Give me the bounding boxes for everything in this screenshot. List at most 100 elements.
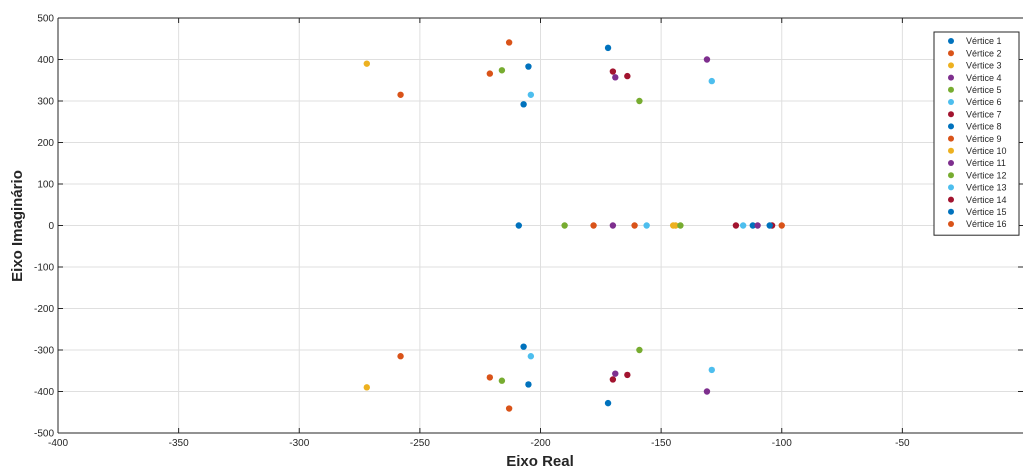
data-point-series-2 [505,405,513,412]
data-point-series-4 [703,388,711,395]
legend-marker [948,135,954,142]
data-point-series-6 [708,366,715,374]
data-point-series-7 [609,68,617,75]
data-point-series-14 [624,72,631,80]
data-point-series-6 [643,222,650,229]
data-point-series-7 [609,376,617,383]
data-point-series-4 [703,56,711,63]
data-point-series-14 [624,371,631,379]
y-tick-label: -200 [34,304,54,315]
data-point-series-13 [527,353,535,360]
data-point-series-7 [732,222,740,229]
legend-marker [948,99,954,105]
y-tick-label: 0 [48,221,54,232]
legend-label: Vértice 11 [966,158,1006,168]
legend-marker [948,50,954,57]
legend-marker [948,160,954,166]
x-tick-label: -250 [410,438,430,449]
legend-marker [948,74,954,81]
data-point-series-12 [677,222,684,229]
data-point-series-8 [749,222,756,229]
x-tick-label: -100 [772,438,792,449]
y-tick-label: -500 [34,429,54,440]
data-point-series-9 [397,353,404,360]
data-point-series-16 [486,70,494,77]
y-tick-label: 200 [37,138,54,149]
x-tick-label: -300 [289,438,309,449]
legend-marker [948,184,954,191]
y-tick-label: 400 [37,55,54,66]
data-point-series-4 [609,222,617,229]
y-tick-label: -400 [34,387,54,398]
data-point-series-15 [525,381,532,388]
legend-label: Vértice 2 [966,48,1002,58]
y-tick-label: -100 [34,263,54,274]
data-point-series-1 [604,44,612,52]
legend-label: Vértice 10 [966,146,1007,156]
x-tick-label: -50 [895,438,910,449]
legend-label: Vértice 14 [966,195,1007,205]
legend-marker [948,86,954,93]
legend-label: Vértice 6 [966,97,1002,107]
legend-marker [948,123,954,130]
legend-marker [948,172,954,179]
legend-label: Vértice 12 [966,170,1007,180]
data-point-series-16 [631,222,638,229]
legend-marker [948,62,954,69]
legend-label: Vértice 5 [966,85,1002,95]
legend-marker [948,111,954,118]
data-point-series-10 [669,222,677,229]
data-point-series-9 [590,222,597,229]
x-axis-title: Eixo Real [506,453,574,470]
y-tick-label: 100 [37,180,54,191]
legend-marker [948,208,954,215]
data-point-series-9 [397,91,404,98]
x-tick-label: -350 [169,438,189,449]
legend-label: Vértice 3 [966,61,1002,71]
data-point-series-3 [363,384,370,391]
data-point-series-5 [636,346,643,354]
data-point-series-12 [498,67,506,74]
legend-label: Vértice 4 [966,73,1002,83]
data-point-series-1 [604,399,612,407]
data-point-series-8 [520,343,527,350]
data-point-series-16 [486,374,494,381]
legend: Vértice 1 Vértice 2 Vértice 3 Vértice 4 Vért… [933,31,1020,236]
data-point-series-2 [505,39,513,46]
data-point-series-6 [708,77,715,85]
y-tick-label: -300 [34,346,54,357]
x-tick-label: -200 [530,438,550,449]
grid-lines [58,18,1023,433]
data-point-series-5 [636,97,643,105]
x-tick-label: -400 [48,438,68,449]
data-point-series-16 [778,222,785,229]
legend-label: Vértice 8 [966,122,1002,132]
data-point-series-8 [520,101,527,108]
data-point-series-11 [612,370,619,377]
legend-marker [948,147,954,154]
legend-label: Vértice 16 [966,219,1007,229]
legend-marker [948,196,954,203]
data-point-series-3 [363,60,370,67]
x-tick-label: -150 [651,438,671,449]
data-point-series-15 [525,63,532,70]
legend-label: Vértice 1 [966,36,1002,46]
data-point-series-5 [561,222,568,229]
data-point-series-13 [527,91,535,98]
y-tick-label: 300 [37,97,54,108]
legend-label: Vértice 7 [966,109,1002,119]
legend-label: Vértice 9 [966,134,1002,144]
data-point-series-12 [498,377,506,384]
data-points [363,39,785,412]
legend-marker [948,221,954,227]
data-point-series-13 [739,222,747,229]
axes: -400 -350 -300 -250 -200 -150 -100 -50-500-400-… [34,14,1023,449]
data-point-series-11 [612,74,619,81]
data-point-series-11 [754,222,761,229]
data-point-series-15 [515,222,522,229]
data-point-series-15 [766,222,773,229]
legend-label: Vértice 15 [966,207,1007,217]
legend-marker [948,38,954,44]
y-axis-title: Eixo Imaginário [9,170,26,282]
